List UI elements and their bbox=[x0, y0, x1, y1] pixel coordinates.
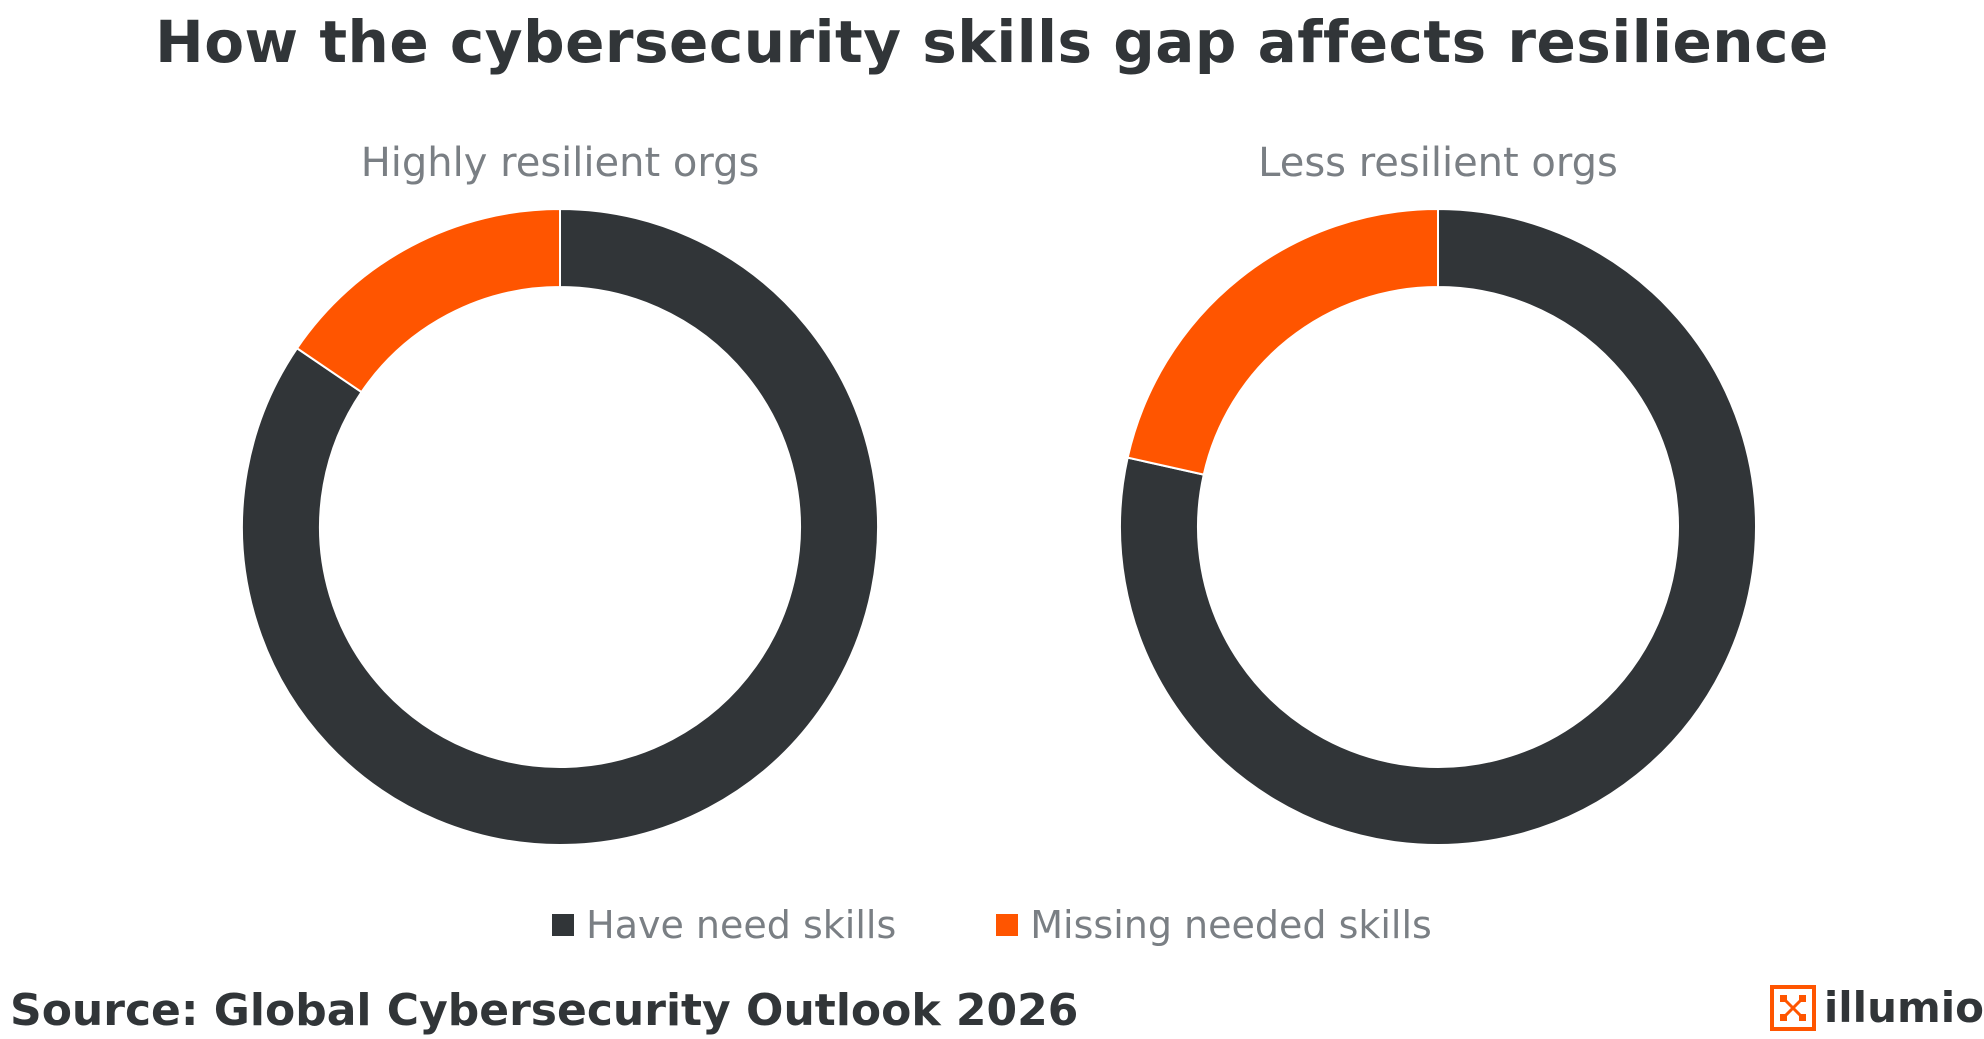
legend-swatch-missing-skills bbox=[996, 914, 1019, 936]
legend: Have need skills Missing needed skills bbox=[0, 903, 1984, 947]
legend-label-missing-skills: Missing needed skills bbox=[1030, 903, 1432, 947]
legend-item-missing-skills: Missing needed skills bbox=[996, 903, 1432, 947]
legend-label-have-skills: Have need skills bbox=[586, 903, 897, 947]
illumio-logo: illumio bbox=[1769, 983, 1984, 1032]
legend-item-have-skills: Have need skills bbox=[552, 903, 896, 947]
chart-title: How the cybersecurity skills gap affects… bbox=[155, 8, 1829, 76]
donut-1-title: Highly resilient orgs bbox=[360, 140, 760, 186]
donut-2-title: Less resilient orgs bbox=[1258, 140, 1618, 186]
illumio-logo-icon bbox=[1769, 984, 1816, 1031]
donut-1-slice-have-need-skills bbox=[241, 207, 879, 846]
donut-1-slice-missing-needed-skills bbox=[295, 207, 561, 394]
donut-2-slice-have-need-skills bbox=[1119, 207, 1757, 846]
donut-2-slice-missing-needed-skills bbox=[1126, 207, 1439, 476]
illumio-logo-text: illumio bbox=[1823, 983, 1984, 1032]
source-note: Source: Global Cybersecurity Outlook 202… bbox=[10, 985, 1079, 1036]
legend-swatch-have-skills bbox=[552, 914, 575, 936]
